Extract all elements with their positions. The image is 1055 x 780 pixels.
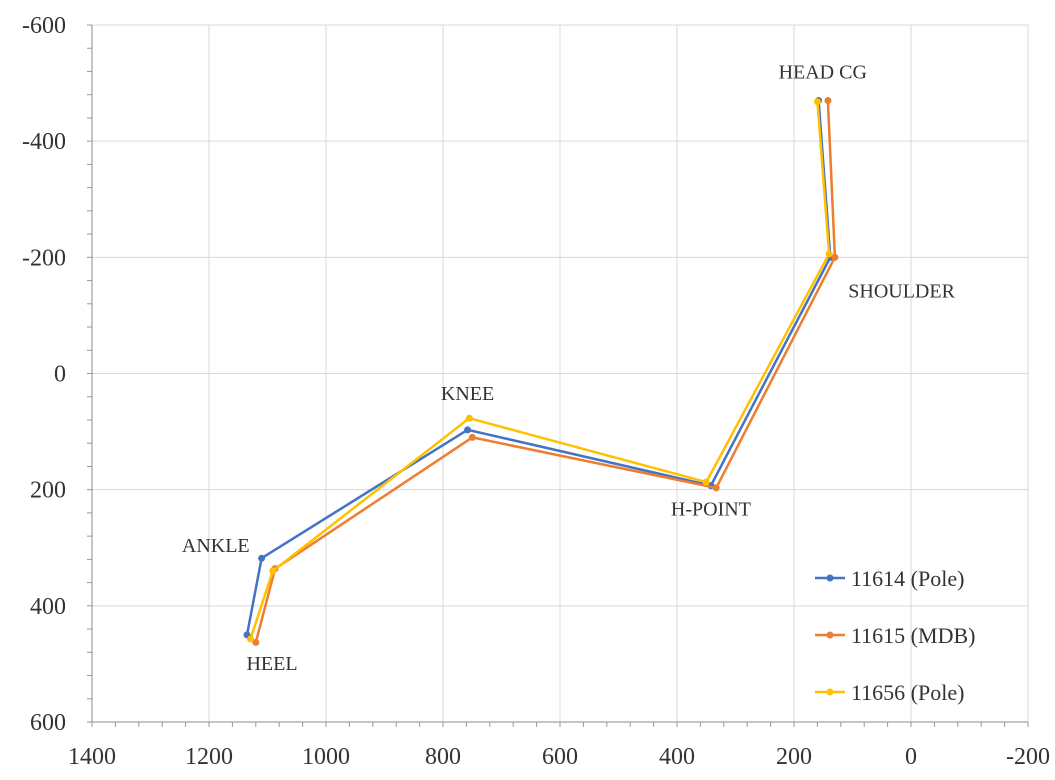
x-tick-label: 0 (905, 744, 917, 770)
point-label: SHOULDER (848, 280, 955, 302)
data-point (813, 98, 821, 106)
data-point (712, 484, 720, 492)
data-point (831, 253, 839, 261)
grid (91, 24, 1029, 723)
legend-swatch-marker (826, 574, 834, 582)
data-point (468, 433, 476, 441)
data-point (247, 635, 255, 643)
y-tick-label: 200 (30, 478, 66, 504)
point-label: KNEE (441, 383, 494, 405)
y-tick-label: -200 (22, 245, 66, 271)
legend-swatch-marker (826, 688, 834, 696)
y-tick-label: 0 (54, 362, 66, 388)
data-point (464, 426, 472, 434)
legend-label: 11656 (Pole) (851, 680, 964, 705)
x-tick-label: 200 (776, 744, 812, 770)
point-label: H-POINT (671, 499, 751, 521)
point-label: ANKLE (182, 535, 250, 557)
x-tick-label: -200 (1006, 744, 1050, 770)
legend-label: 11614 (Pole) (851, 566, 964, 591)
x-tick-label: 1200 (185, 744, 233, 770)
legend-item: 11656 (Pole) (815, 680, 964, 705)
data-point (252, 638, 260, 646)
axes: 1400 1200 1000 800 600 400 200 0 -200 -600 -400 -20… (22, 13, 1050, 770)
data-point (825, 250, 833, 258)
series-line (254, 100, 837, 643)
y-tick-label: 600 (30, 710, 66, 736)
x-tick-label: 800 (425, 744, 461, 770)
point-label: HEEL (246, 653, 297, 675)
point-label: HEAD CG (779, 62, 867, 84)
x-tick-label: 600 (542, 744, 578, 770)
data-point (269, 567, 277, 575)
legend-label: 11615 (MDB) (851, 623, 975, 648)
legend-item: 11614 (Pole) (815, 566, 964, 591)
x-tick-label: 400 (659, 744, 695, 770)
series-1 (252, 97, 839, 646)
legend: 11614 (Pole) 11615 (MDB) 11656 (Pole) (815, 566, 975, 705)
y-tick-label: 400 (30, 594, 66, 620)
legend-swatch-marker (826, 631, 834, 639)
data-point (702, 478, 710, 486)
series-lines (243, 97, 839, 646)
x-tick-label: 1400 (68, 744, 116, 770)
data-point (465, 414, 473, 422)
series-line (249, 101, 831, 640)
series-2 (247, 98, 833, 643)
y-tick-label: -600 (22, 13, 66, 39)
y-tick-label: -400 (22, 129, 66, 155)
legend-item: 11615 (MDB) (815, 623, 975, 648)
x-tick-label: 1000 (302, 744, 350, 770)
data-point (824, 97, 832, 105)
point-labels: HEAD CG SHOULDER KNEE H-POINT ANKLE HEEL (182, 62, 956, 675)
series-0 (243, 97, 834, 639)
data-point (258, 554, 266, 562)
series-line (245, 100, 832, 636)
